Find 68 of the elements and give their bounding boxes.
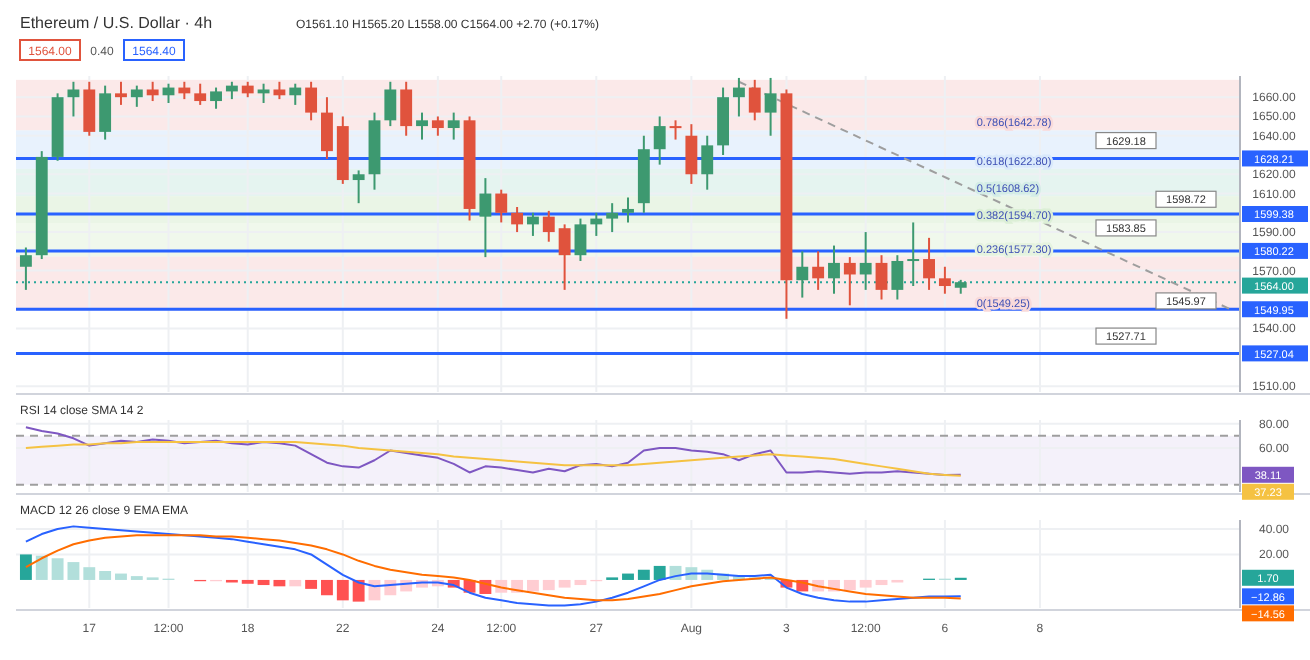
candlestick [194,82,207,106]
bar [352,579,365,602]
candlestick [938,265,951,295]
bar [843,579,856,591]
candlestick [843,256,856,307]
bar [542,579,555,591]
candlestick [257,82,270,104]
candlestick [115,80,127,106]
bar [115,573,127,580]
candlestick [83,80,96,137]
candlestick [431,115,444,137]
candlestick [558,223,571,291]
candlestick [653,115,666,166]
candlestick [321,96,333,160]
bar [289,579,302,587]
candlestick [606,202,619,234]
bar [83,567,96,580]
candlestick [384,80,397,128]
bar [622,573,634,580]
chart-title: Ethereum / U.S. Dollar · 4h [20,14,213,32]
bar [305,579,318,589]
candlestick [495,188,508,224]
candlestick [701,134,714,191]
candlestick [511,206,524,234]
bar [526,579,539,592]
candlestick [685,123,698,185]
candlestick [796,250,809,299]
candlestick [764,76,777,137]
candlestick [812,250,825,291]
candlestick [289,82,302,106]
candlestick [923,236,935,291]
candlestick [99,84,112,141]
candlestick [416,111,428,141]
bar [336,579,349,601]
candlestick [352,169,365,205]
bar [99,571,112,580]
candlestick [748,78,761,122]
bar [637,569,650,580]
candlestick [875,254,888,301]
candlestick [669,119,682,141]
candlestick [479,177,492,259]
candlestick [574,217,587,262]
candlestick [526,211,539,237]
bar [859,579,872,588]
bar [35,555,48,580]
candlestick [210,86,222,110]
candlestick [828,244,840,295]
candlestick [542,209,555,243]
bar [558,579,571,588]
candlestick [891,254,904,301]
bar [653,565,666,580]
line-series [24,440,962,477]
line-series [24,426,962,476]
candlestick [907,221,920,288]
bar [19,554,32,580]
candlestick [859,231,872,291]
bar [574,579,587,586]
candlestick [447,111,460,141]
bar [321,579,333,596]
candlestick [67,80,80,118]
candlestick [305,80,318,122]
candlestick [622,196,634,224]
candlestick [19,246,32,291]
bar [875,579,888,586]
candlestick [400,80,413,137]
candlestick [732,76,745,118]
candlestick [130,84,143,108]
candlestick [146,80,159,103]
